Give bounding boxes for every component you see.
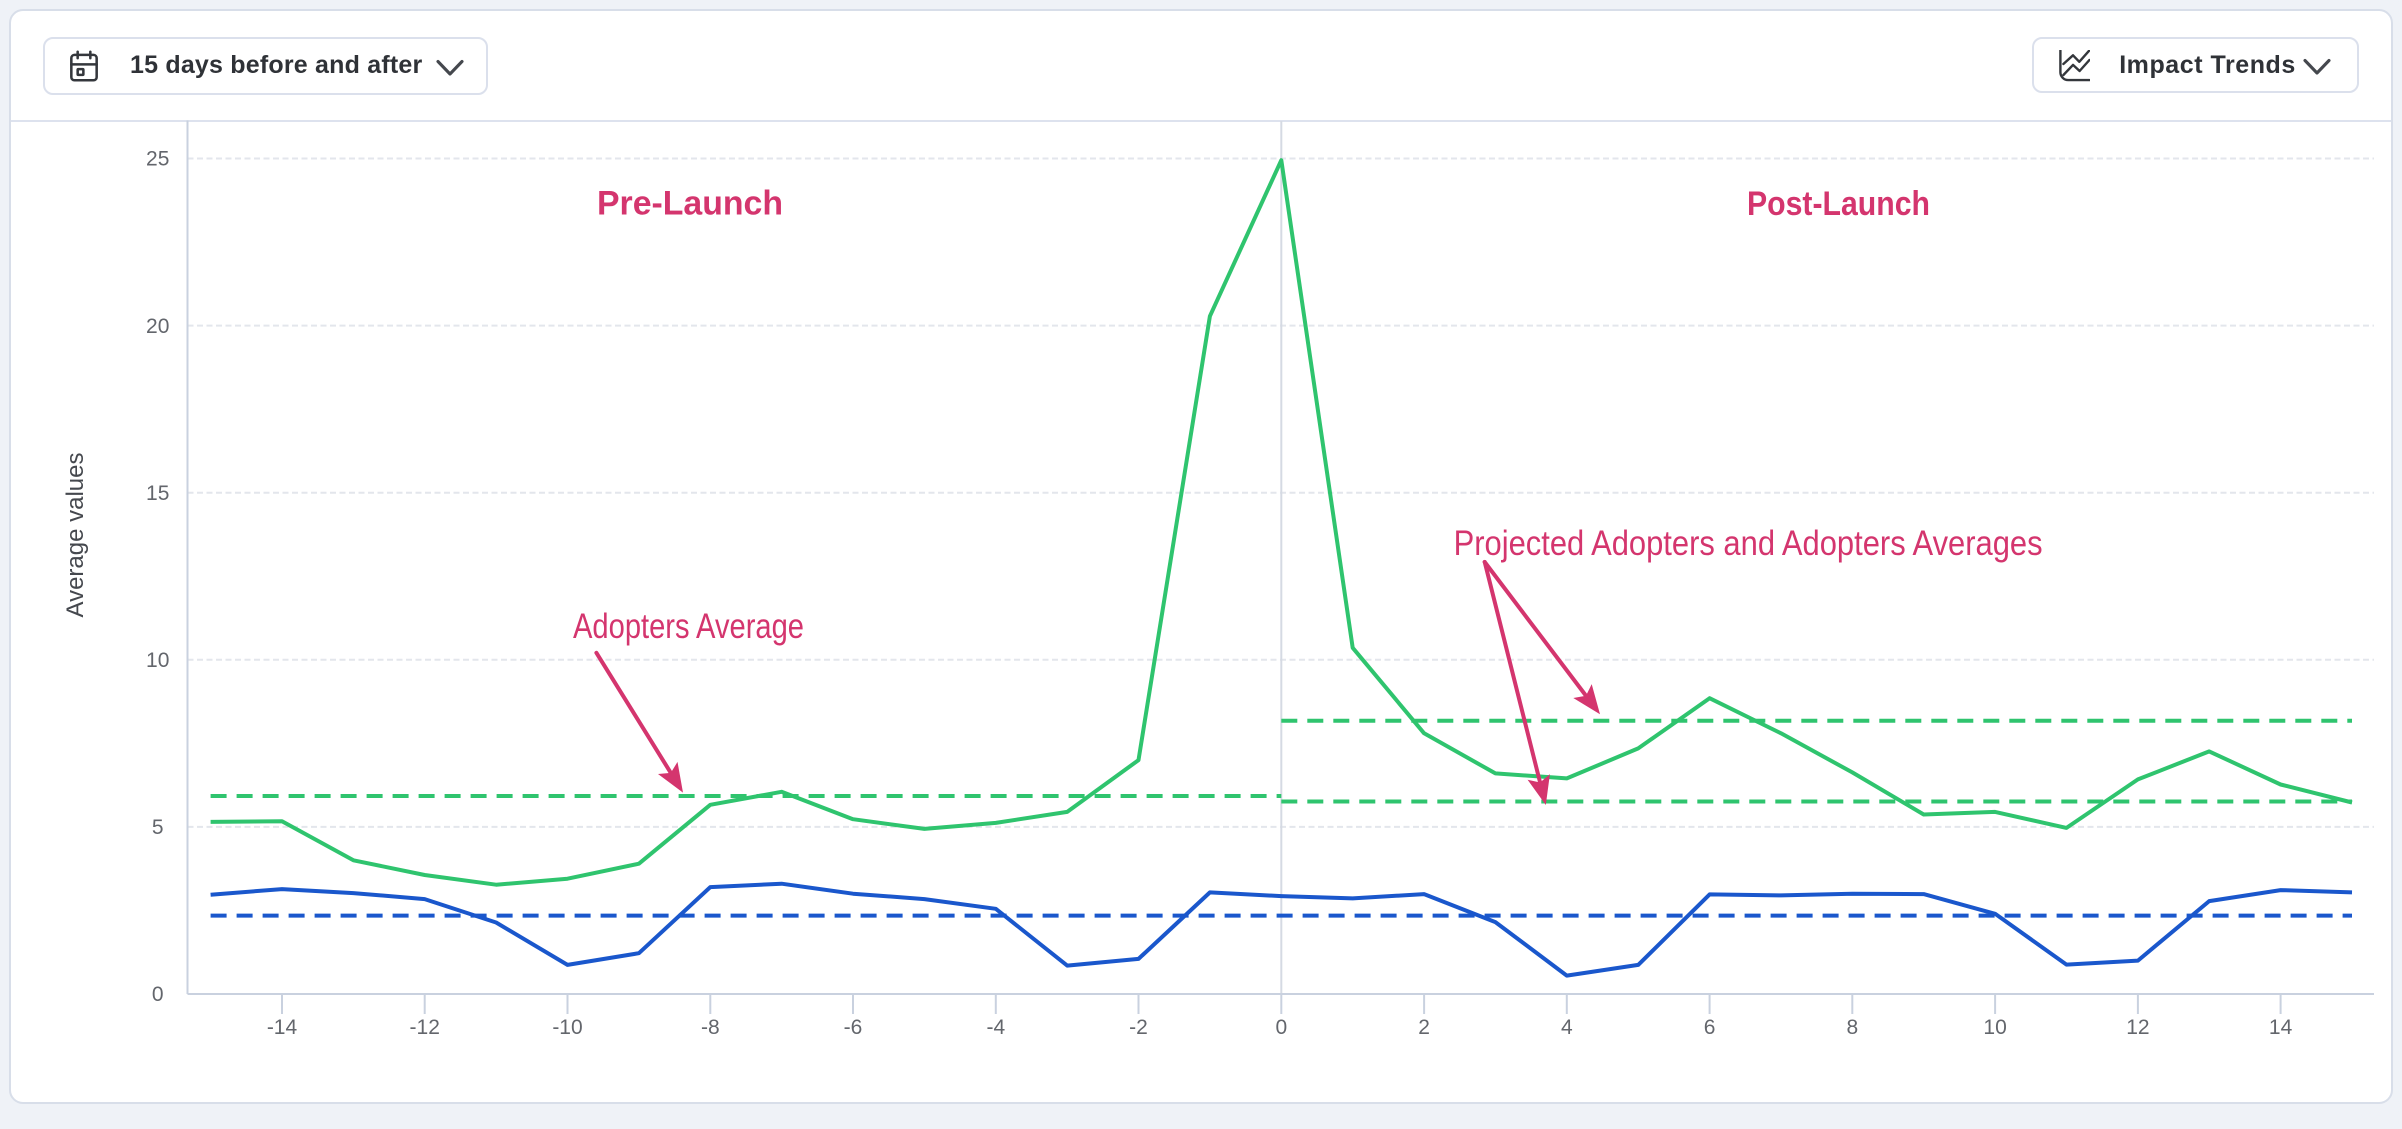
svg-text:-14: -14	[267, 1016, 298, 1039]
svg-text:25: 25	[146, 148, 169, 171]
svg-text:10: 10	[1983, 1016, 2006, 1039]
svg-text:10: 10	[146, 649, 169, 672]
svg-text:5: 5	[152, 816, 164, 839]
svg-text:0: 0	[1275, 1016, 1287, 1039]
svg-text:12: 12	[2126, 1016, 2149, 1039]
svg-text:Post-Launch: Post-Launch	[1747, 185, 1930, 223]
svg-text:0: 0	[152, 983, 164, 1006]
svg-text:-10: -10	[552, 1016, 582, 1039]
svg-text:2: 2	[1418, 1016, 1430, 1039]
svg-text:-8: -8	[701, 1016, 720, 1039]
svg-text:Adopters Average: Adopters Average	[573, 607, 804, 646]
svg-text:20: 20	[146, 315, 169, 338]
svg-text:-2: -2	[1129, 1016, 1148, 1039]
svg-text:15: 15	[146, 482, 169, 505]
svg-text:Projected Adopters and Adopter: Projected Adopters and Adopters Averages	[1454, 524, 2043, 563]
svg-text:14: 14	[2269, 1016, 2293, 1039]
svg-text:-4: -4	[986, 1016, 1005, 1039]
svg-text:-12: -12	[410, 1016, 440, 1039]
svg-text:Pre-Launch: Pre-Launch	[597, 184, 783, 222]
svg-text:-6: -6	[844, 1016, 863, 1039]
svg-text:8: 8	[1846, 1016, 1858, 1039]
svg-text:Average values: Average values	[62, 453, 89, 618]
svg-text:6: 6	[1704, 1016, 1716, 1039]
svg-text:4: 4	[1561, 1016, 1573, 1039]
